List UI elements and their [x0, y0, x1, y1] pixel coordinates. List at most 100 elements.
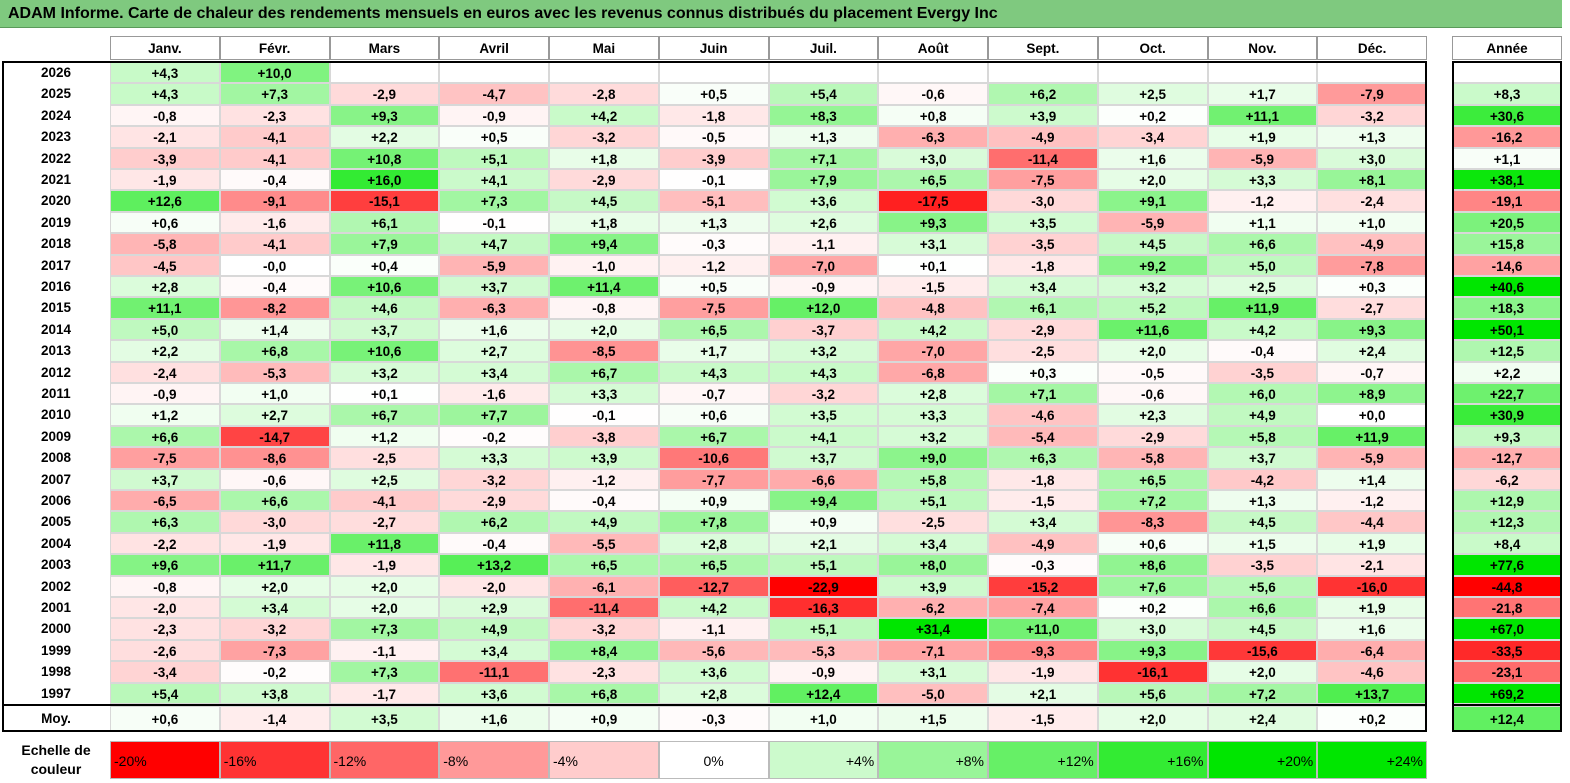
heatmap-cell	[878, 62, 988, 84]
heatmap-cell: +6,3	[110, 511, 220, 533]
heatmap-cell: -7,1	[878, 639, 988, 662]
heatmap-cell: -11,4	[988, 147, 1098, 169]
heatmap-cell: +0,9	[658, 490, 769, 512]
row-label: 2007	[40, 471, 72, 487]
heatmap-cell: -7,3	[219, 639, 330, 662]
heatmap-cell: -5,8	[110, 233, 220, 255]
year-total-cell: +67,0	[1452, 618, 1562, 640]
row-label: 2004	[40, 535, 72, 551]
heatmap-cell: -2,4	[1317, 190, 1427, 212]
heatmap-cell: -7,0	[768, 254, 879, 276]
heatmap-cell: +5,1	[439, 147, 549, 169]
row-label: 2002	[40, 578, 72, 594]
heatmap-cell: -7,4	[988, 597, 1098, 619]
heatmap-cell: -3,0	[219, 511, 330, 533]
heatmap-cell: +2,1	[768, 532, 879, 555]
average-cell: +1,0	[768, 706, 879, 732]
heatmap-cell: -7,5	[110, 447, 220, 469]
heatmap-cell: -0,9	[768, 661, 879, 683]
year-total-cell: -33,5	[1452, 639, 1562, 662]
heatmap-cell: -0,6	[1097, 383, 1208, 405]
heatmap-cell: -5,0	[878, 682, 988, 704]
heatmap-cell: +5,0	[1207, 254, 1318, 276]
heatmap-cell: +4,5	[1097, 233, 1208, 255]
heatmap-cell: -22,9	[768, 575, 879, 597]
heatmap-cell: -0,7	[658, 383, 769, 405]
row-label: 2011	[41, 386, 71, 401]
heatmap-cell: +12,0	[768, 297, 879, 319]
heatmap-cell: +0,2	[1097, 597, 1208, 619]
heatmap-cell: +5,4	[768, 83, 879, 105]
year-total-cell	[1452, 62, 1562, 84]
color-scale-stop: -4%	[549, 741, 659, 779]
heatmap-cell: +4,3	[658, 361, 769, 383]
row-label: 2008	[40, 450, 72, 466]
heatmap-cell: -6,2	[878, 597, 988, 619]
heatmap-cell: +4,2	[549, 104, 659, 127]
heatmap-cell: +1,6	[439, 318, 549, 341]
year-total-cell: +12,5	[1452, 340, 1562, 362]
year-total-cell: -19,1	[1452, 190, 1562, 212]
heatmap-cell: -1,2	[658, 254, 769, 276]
heatmap-cell: -6,5	[110, 490, 220, 512]
heatmap-cell: -4,6	[988, 404, 1098, 426]
heatmap-cell: +2,8	[110, 276, 220, 298]
heatmap-cell: +10,6	[329, 340, 440, 362]
heatmap-cell: +2,2	[329, 126, 440, 148]
heatmap-cell: +2,7	[439, 340, 549, 362]
heatmap-cell: +2,0	[549, 318, 659, 341]
heatmap-cell: -3,7	[768, 318, 879, 341]
heatmap-cell: +3,3	[549, 383, 659, 405]
heatmap-cell: -4,8	[878, 297, 988, 319]
heatmap-cell: +6,1	[988, 297, 1098, 319]
heatmap-cell: +3,0	[878, 147, 988, 169]
heatmap-cell: +11,4	[549, 276, 659, 298]
heatmap-cell: +1,8	[549, 147, 659, 169]
heatmap-cell: -5,5	[549, 532, 659, 555]
color-scale-stop: +4%	[768, 741, 879, 779]
heatmap-cell: -2,6	[110, 639, 220, 662]
heatmap-cell	[439, 62, 549, 84]
column-header: Déc.	[1317, 36, 1427, 60]
heatmap-cell: +3,1	[878, 661, 988, 683]
heatmap-cell: -0,4	[219, 169, 330, 191]
heatmap-cell	[768, 62, 879, 84]
row-label: 2025	[40, 86, 72, 102]
heatmap-cell: +5,1	[878, 490, 988, 512]
heatmap-cell: -6,3	[878, 126, 988, 148]
average-cell: +3,5	[329, 706, 440, 732]
heatmap-cell: -1,1	[658, 618, 769, 640]
heatmap-cell: +1,8	[549, 211, 659, 234]
heatmap-cell: +3,2	[878, 425, 988, 448]
heatmap-cell: -16,1	[1097, 661, 1208, 683]
chart-title: ADAM Informe. Carte de chaleur des rende…	[0, 0, 1562, 28]
average-row-label: Moy.	[41, 711, 71, 726]
heatmap-cell: +4,6	[329, 297, 440, 319]
column-header: Juil.	[768, 36, 879, 60]
heatmap-cell: +2,6	[768, 211, 879, 234]
row-label: 2026	[40, 65, 72, 80]
year-total-cell: -23,1	[1452, 661, 1562, 683]
heatmap-cell	[988, 62, 1098, 84]
row-label: 2014	[40, 321, 72, 337]
heatmap-cell: -14,7	[219, 425, 330, 448]
year-total-cell: +8,4	[1452, 532, 1562, 555]
heatmap-cell: +4,2	[658, 597, 769, 619]
heatmap-cell: -1,5	[878, 276, 988, 298]
heatmap-cell: -2,1	[1317, 554, 1427, 576]
heatmap-cell: +6,6	[1207, 233, 1318, 255]
heatmap-cell: -0,3	[658, 233, 769, 255]
heatmap-cell: -2,5	[988, 340, 1098, 362]
heatmap-cell: +6,6	[110, 425, 220, 448]
heatmap-cell: -0,8	[110, 575, 220, 597]
heatmap-cell: +8,3	[768, 104, 879, 127]
heatmap-cell	[1317, 62, 1427, 84]
heatmap-cell: +2,3	[1097, 404, 1208, 426]
heatmap-cell: -0,9	[768, 276, 879, 298]
heatmap-cell: -5,9	[439, 254, 549, 276]
heatmap-cell: +1,9	[1317, 597, 1427, 619]
heatmap-cell: -7,8	[1317, 254, 1427, 276]
heatmap-cell: +2,0	[219, 575, 330, 597]
heatmap-cell: +11,0	[988, 618, 1098, 640]
heatmap-cell: -2,3	[549, 661, 659, 683]
